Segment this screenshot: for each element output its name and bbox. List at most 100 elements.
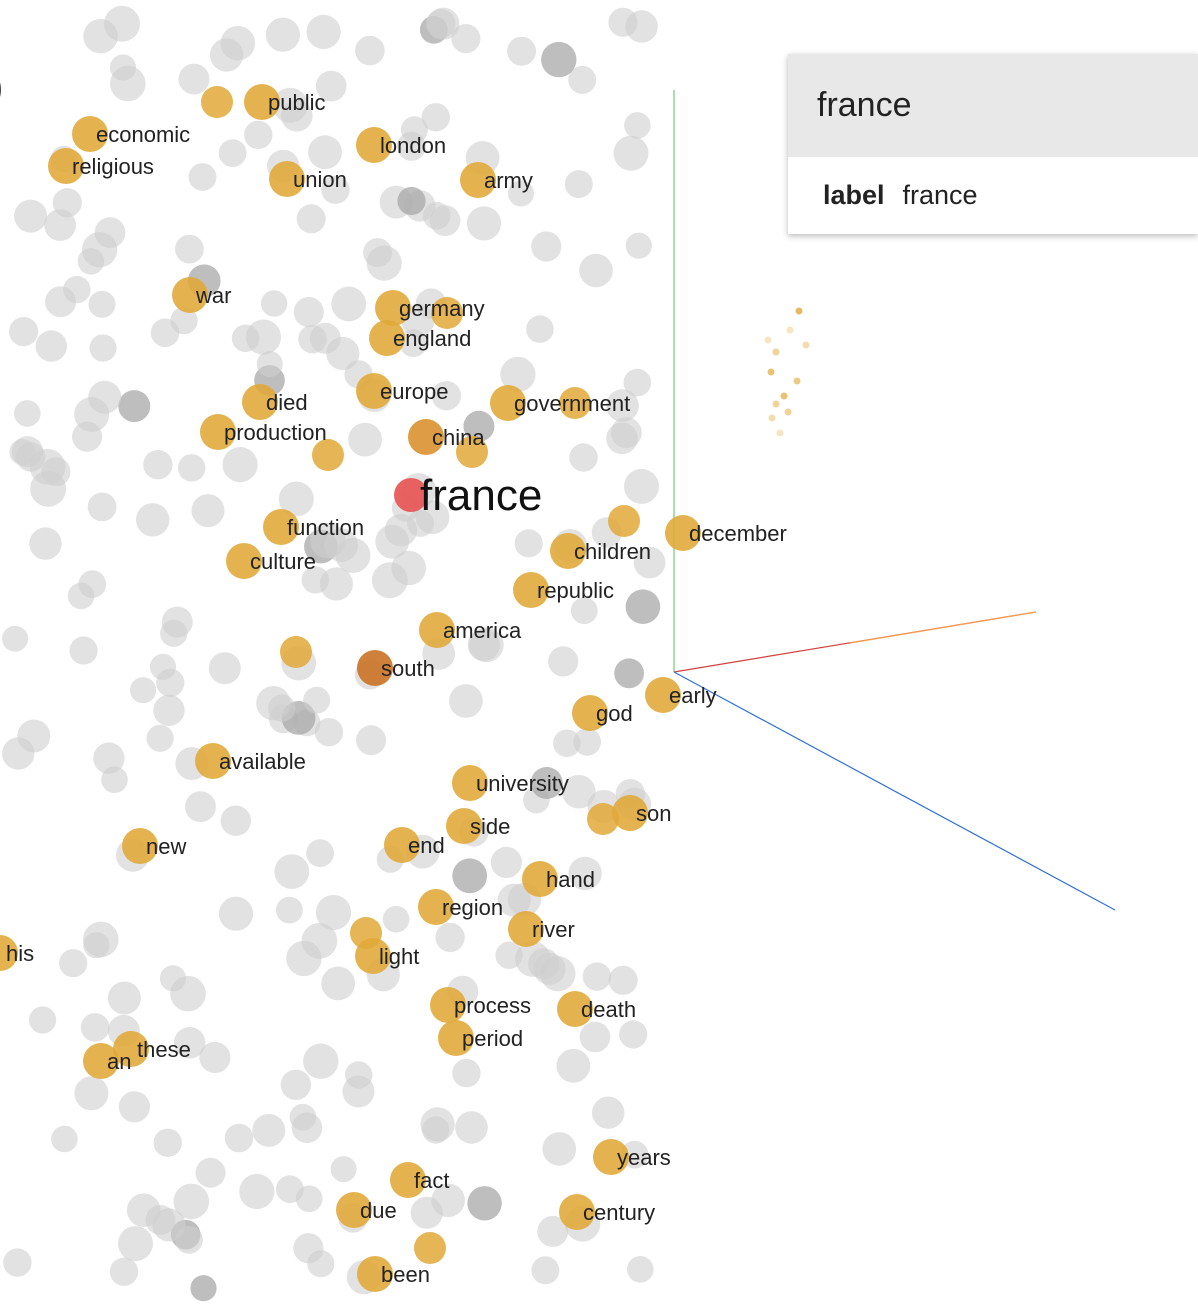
point-god[interactable]: god — [572, 695, 633, 731]
point-fact[interactable]: fact — [390, 1162, 449, 1198]
point-an[interactable]: an — [83, 1043, 131, 1079]
point-function[interactable]: function — [263, 509, 364, 545]
point-marker[interactable] — [336, 1192, 372, 1228]
point-marker[interactable] — [269, 161, 305, 197]
point-europe[interactable]: europe — [356, 373, 449, 409]
point-marker[interactable] — [418, 889, 454, 925]
point-marker[interactable] — [356, 127, 392, 163]
point-light[interactable]: light — [355, 938, 419, 974]
point-century[interactable]: century — [559, 1194, 655, 1230]
point-war[interactable]: war — [172, 277, 231, 313]
point-marker[interactable] — [490, 385, 526, 421]
point-marker[interactable] — [355, 938, 391, 974]
point-marker[interactable] — [513, 572, 549, 608]
point-religious[interactable]: religious — [48, 148, 154, 184]
point-marker[interactable] — [356, 373, 392, 409]
point-marker[interactable] — [452, 765, 488, 801]
point-army[interactable]: army — [460, 162, 533, 198]
point-marker[interactable] — [226, 543, 262, 579]
neighbor-point[interactable] — [431, 297, 463, 329]
neighbor-point[interactable] — [414, 1232, 446, 1264]
focused-point-marker[interactable] — [394, 478, 428, 512]
point-marker[interactable] — [375, 290, 411, 326]
point-marker[interactable] — [550, 533, 586, 569]
point-marker[interactable] — [172, 277, 208, 313]
point-period[interactable]: period — [438, 1020, 523, 1056]
neighbor-point[interactable] — [201, 86, 233, 118]
point-son[interactable]: son — [612, 795, 671, 831]
point-government[interactable]: government — [490, 385, 630, 421]
point-culture[interactable]: culture — [226, 543, 316, 579]
point-public[interactable]: public — [244, 84, 325, 120]
point-marker[interactable] — [369, 320, 405, 356]
point-marker[interactable] — [557, 991, 593, 1027]
neighbor-point[interactable] — [280, 636, 312, 668]
point-died[interactable]: died — [242, 384, 308, 420]
point-marker[interactable] — [384, 827, 420, 863]
point-marker[interactable] — [390, 1162, 426, 1198]
point-due[interactable]: due — [336, 1192, 397, 1228]
point-china[interactable]: china — [408, 419, 485, 455]
point-marker[interactable] — [0, 935, 18, 971]
point-marker[interactable] — [357, 650, 393, 686]
neighbor-point[interactable] — [312, 439, 344, 471]
focused-point[interactable]: france — [394, 471, 542, 520]
point-river[interactable]: river — [508, 911, 575, 947]
point-marker[interactable] — [357, 1256, 393, 1292]
point-marker[interactable] — [612, 795, 648, 831]
point-marker[interactable] — [446, 808, 482, 844]
point-london[interactable]: london — [356, 127, 446, 163]
point-december[interactable]: december — [665, 515, 787, 551]
point-new[interactable]: new — [122, 828, 186, 864]
neighbor-point[interactable] — [456, 436, 488, 468]
point-marker[interactable] — [244, 84, 280, 120]
point-marker[interactable] — [460, 162, 496, 198]
point-these[interactable]: these — [113, 1031, 191, 1067]
neighbor-point[interactable] — [587, 803, 619, 835]
point-marker[interactable] — [200, 414, 236, 450]
point-university[interactable]: university — [452, 765, 569, 801]
point-marker[interactable] — [419, 612, 455, 648]
point-marker[interactable] — [195, 743, 231, 779]
point-available[interactable]: available — [195, 743, 306, 779]
point-years[interactable]: years — [593, 1139, 671, 1175]
point-marker[interactable] — [645, 677, 681, 713]
point-marker[interactable] — [522, 861, 558, 897]
point-marker[interactable] — [572, 695, 608, 731]
point-region[interactable]: region — [418, 889, 503, 925]
point-germany[interactable]: germany — [375, 290, 485, 326]
point-children[interactable]: children — [550, 533, 651, 569]
point-marker[interactable] — [48, 148, 84, 184]
point-been[interactable]: been — [357, 1256, 430, 1292]
point-republic[interactable]: republic — [513, 572, 614, 608]
point-economic[interactable]: economic — [72, 116, 190, 152]
point-marker[interactable] — [242, 384, 278, 420]
point-marker[interactable] — [83, 1043, 119, 1079]
point-death[interactable]: death — [557, 991, 636, 1027]
point-marker[interactable] — [508, 911, 544, 947]
point-marker[interactable] — [665, 515, 701, 551]
neighbor-point[interactable] — [608, 505, 640, 537]
point-marker[interactable] — [72, 116, 108, 152]
point-process[interactable]: process — [430, 987, 531, 1023]
point-marker[interactable] — [113, 1031, 149, 1067]
point-marker[interactable] — [430, 987, 466, 1023]
point-marker[interactable] — [438, 1020, 474, 1056]
point-marker[interactable] — [559, 1194, 595, 1230]
point-union[interactable]: union — [269, 161, 347, 197]
point-marker[interactable] — [408, 419, 444, 455]
point-south[interactable]: south — [357, 650, 435, 686]
point-england[interactable]: england — [369, 320, 471, 356]
neighbor-point[interactable] — [559, 387, 591, 419]
point-his[interactable]: his — [0, 935, 34, 971]
point-hand[interactable]: hand — [522, 861, 595, 897]
point-marker[interactable] — [263, 509, 299, 545]
point-end[interactable]: end — [384, 827, 445, 863]
point-marker[interactable] — [593, 1139, 629, 1175]
point-early[interactable]: early — [645, 677, 717, 713]
point-marker[interactable] — [122, 828, 158, 864]
point-america[interactable]: america — [419, 612, 522, 648]
point-side[interactable]: side — [446, 808, 510, 844]
